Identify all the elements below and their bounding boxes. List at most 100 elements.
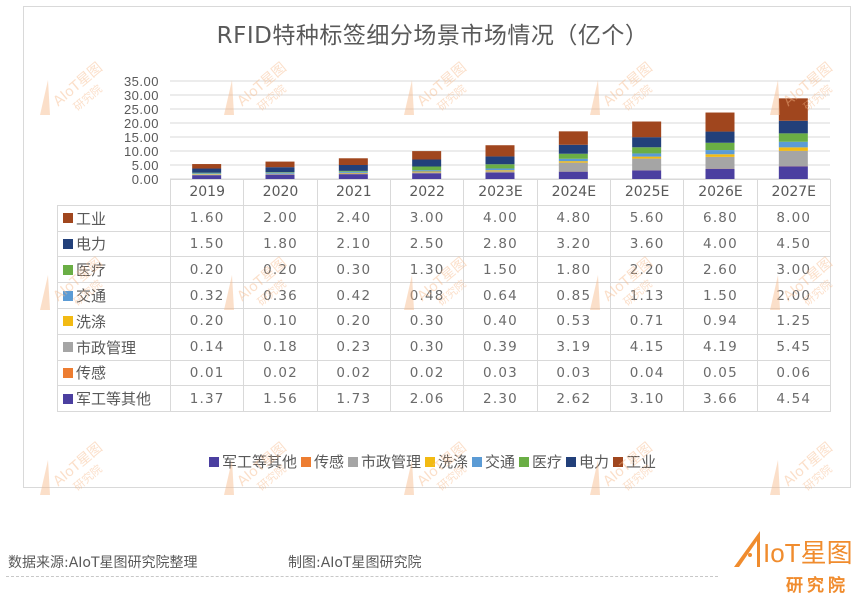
data-label: 1.80 [243, 230, 318, 258]
x-tick-label: 2019 [169, 179, 245, 206]
series-label: 洗涤 [57, 307, 171, 335]
data-label: 5.45 [756, 333, 831, 361]
legend-swatch [63, 238, 73, 249]
bar-segment [192, 172, 222, 174]
series-name: 传感 [76, 364, 107, 383]
bar-segment [558, 161, 588, 163]
data-label: 3.60 [609, 230, 685, 258]
bar-segment [338, 173, 368, 175]
bar-segment [412, 159, 442, 167]
data-label: 0.32 [169, 282, 245, 309]
data-label: 4.54 [756, 385, 831, 413]
x-tick-label: 2020 [243, 179, 318, 206]
series-label: 交通 [57, 282, 171, 309]
legend: 军工等其他 传感 市政管理 洗涤 交通 医疗 电力 工业 [0, 451, 865, 472]
data-label: 0.02 [316, 359, 391, 387]
y-tick-label: 25.00 [123, 101, 159, 117]
series-label: 传感 [57, 359, 171, 387]
legend-swatch [208, 456, 219, 467]
x-tick-label: 2023E [463, 179, 538, 206]
bar-segment [485, 145, 515, 157]
series-name: 工业 [76, 209, 107, 228]
x-tick-label: 2021 [316, 179, 391, 206]
x-tick-label: 2025E [609, 179, 685, 206]
data-label: 3.00 [389, 204, 465, 232]
data-label: 0.06 [756, 359, 831, 387]
table-corner [57, 179, 171, 206]
series-label: 市政管理 [57, 333, 171, 361]
bar-segment [265, 172, 295, 174]
series-name: 医疗 [76, 261, 107, 280]
table-row: 工业 1.60 2.00 2.40 3.00 4.00 4.80 5.60 6.80 8.00 [57, 204, 831, 232]
svg-text:IoT星图: IoT星图 [763, 538, 853, 568]
x-tick-label: 2022 [389, 179, 465, 206]
data-label: 0.03 [463, 359, 538, 387]
bar-segment [705, 112, 735, 132]
bar-segment [632, 170, 662, 179]
legend-label: 工业 [626, 453, 657, 471]
source-note: 数据来源:AIoT星图研究院整理 [8, 555, 198, 571]
legend-swatch [63, 342, 73, 353]
bar-segment [192, 175, 222, 179]
bar-segment [778, 98, 808, 121]
series-name: 市政管理 [76, 338, 137, 357]
legend-item: 市政管理 [347, 451, 421, 472]
y-tick-label: 5.00 [131, 157, 159, 173]
table-row: 洗涤 0.20 0.10 0.20 0.30 0.40 0.53 0.71 0.94 1.25 [57, 307, 831, 335]
bar-segment [485, 170, 515, 172]
legend-swatch [63, 213, 73, 224]
data-label: 0.85 [536, 282, 611, 309]
bar-segment [632, 137, 662, 148]
bar-segment [265, 172, 295, 173]
bar-segment [705, 156, 735, 169]
legend-swatch [63, 264, 73, 275]
data-label: 4.80 [536, 204, 611, 232]
data-label: 1.13 [609, 282, 685, 309]
data-label: 2.00 [243, 204, 318, 232]
y-tick-label: 30.00 [123, 87, 159, 103]
bar-segment [192, 164, 222, 169]
legend-swatch [472, 456, 482, 467]
bar-segment [705, 131, 735, 143]
data-label: 1.37 [169, 385, 245, 413]
data-label: 1.50 [463, 256, 538, 284]
series-label: 军工等其他 [57, 385, 171, 413]
legend-item: 电力 [566, 451, 609, 472]
data-label: 2.50 [389, 230, 465, 258]
legend-swatch [63, 316, 73, 327]
bar-segment [338, 174, 368, 179]
data-label: 3.20 [536, 230, 611, 258]
legend-swatch [347, 456, 358, 467]
bar-segment [412, 171, 442, 173]
data-label: 1.30 [389, 256, 465, 284]
bar-segment [192, 174, 222, 175]
data-label: 8.00 [756, 204, 831, 232]
x-tick-label: 2026E [683, 179, 758, 206]
y-tick-label: 10.00 [123, 143, 159, 159]
legend-label: 洗涤 [437, 453, 468, 471]
data-label: 0.53 [536, 307, 611, 335]
bar-segment [632, 158, 662, 171]
data-label: 3.10 [609, 385, 685, 413]
data-label: 0.02 [243, 359, 318, 387]
data-label: 1.56 [243, 385, 318, 413]
x-tick-label: 2024E [536, 179, 611, 206]
legend-swatch [300, 456, 311, 467]
data-label: 0.05 [683, 359, 758, 387]
series-label: 医疗 [57, 256, 171, 284]
data-label: 0.23 [316, 333, 391, 361]
bar-segment [412, 170, 442, 172]
data-label: 0.40 [463, 307, 538, 335]
bar-segment [338, 172, 368, 174]
data-label: 4.50 [756, 230, 831, 258]
series-name: 洗涤 [76, 312, 107, 331]
bar-segment [632, 156, 662, 159]
table-row: 市政管理 0.14 0.18 0.23 0.30 0.39 3.19 4.15 4.19 5.45 [57, 333, 831, 361]
bar-segment [192, 168, 222, 173]
legend-swatch [424, 456, 435, 467]
bar-segment [338, 165, 368, 171]
table-row: 军工等其他 1.37 1.56 1.73 2.06 2.30 2.62 3.10 3.66 4.5… [57, 385, 831, 413]
legend-swatch [566, 456, 577, 467]
bar-segment [558, 158, 588, 162]
